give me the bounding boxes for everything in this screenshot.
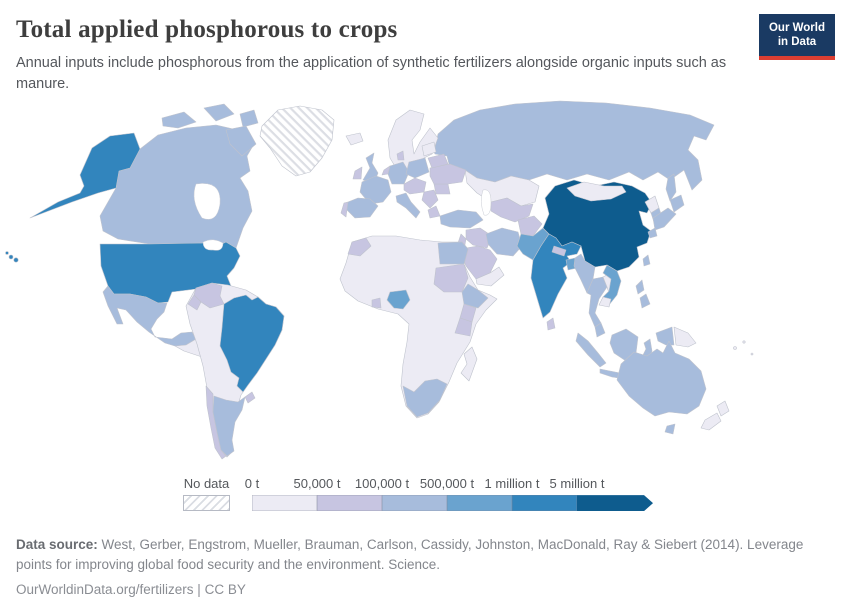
- legend-tick-label: 0 t: [244, 476, 260, 492]
- citation-line: OurWorldinData.org/fertilizers | CC BY: [16, 582, 246, 598]
- chart-subtitle: Annual inputs include phosphorous from t…: [16, 55, 727, 92]
- page-title: Total applied phosphorous to crops: [16, 16, 398, 43]
- country-usa-hawaii-3[interactable]: [13, 257, 19, 263]
- country-benelux[interactable]: [381, 165, 391, 176]
- owid-logo[interactable]: Our World in Data: [759, 14, 835, 60]
- legend-bin[interactable]: [577, 495, 653, 511]
- pacific-island-2[interactable]: [742, 340, 746, 344]
- country-usa-hawaii-2[interactable]: [8, 254, 14, 260]
- country-usa-hawaii-1[interactable]: [5, 251, 9, 255]
- legend-bin[interactable]: [382, 495, 447, 512]
- country-india[interactable]: [530, 233, 582, 319]
- country-indonesia-sumatra[interactable]: [575, 332, 607, 368]
- country-nigeria[interactable]: [386, 289, 411, 310]
- canada-arctic-island-2[interactable]: [203, 103, 235, 122]
- country-sri-lanka[interactable]: [546, 317, 556, 331]
- data-source-label: Data source:: [16, 537, 98, 553]
- legend-tick-label: 500,000 t: [419, 476, 475, 492]
- country-taiwan[interactable]: [642, 254, 651, 267]
- great-lakes: [202, 239, 224, 251]
- country-ukraine[interactable]: [429, 163, 467, 185]
- legend-scale: 0 t 50,000 t 100,000 t 500,000 t 1 million t…: [245, 476, 672, 512]
- country-indonesia-papua[interactable]: [655, 326, 675, 346]
- legend-tick-label: 5 million t: [549, 476, 605, 492]
- country-chile[interactable]: [205, 385, 227, 460]
- country-afghanistan[interactable]: [517, 215, 543, 237]
- country-ecuador[interactable]: [187, 294, 202, 311]
- country-iran[interactable]: [485, 227, 523, 257]
- country-nepal[interactable]: [551, 245, 567, 257]
- country-japan-hokkaido[interactable]: [669, 194, 685, 213]
- pacific-island-1[interactable]: [733, 346, 737, 350]
- map-legend: No data 0 t 50,000 t 100,000 t 500,000 t 1 m…: [183, 476, 850, 518]
- country-papua-new-guinea[interactable]: [673, 326, 697, 348]
- country-iceland[interactable]: [345, 132, 364, 146]
- country-france[interactable]: [359, 175, 392, 205]
- legend-bin[interactable]: [512, 495, 577, 512]
- country-turkey[interactable]: [439, 209, 484, 229]
- country-cambodia[interactable]: [598, 296, 612, 308]
- country-belarus[interactable]: [427, 153, 449, 169]
- country-australia-tasmania[interactable]: [664, 423, 676, 435]
- legend-bar: [252, 495, 672, 512]
- country-poland[interactable]: [405, 157, 430, 179]
- country-egypt[interactable]: [437, 241, 469, 265]
- hudson-bay: [193, 183, 221, 220]
- legend-tick-label: 1 million t: [484, 476, 540, 492]
- country-ghana[interactable]: [371, 297, 382, 309]
- country-argentina[interactable]: [212, 395, 246, 457]
- owid-logo-line2: in Data: [777, 36, 817, 49]
- pacific-island-3[interactable]: [750, 352, 754, 356]
- legend-tick-label: 100,000 t: [354, 476, 410, 492]
- country-south-africa[interactable]: [402, 378, 448, 418]
- canada-arctic-island-1[interactable]: [161, 111, 197, 129]
- chart-header: Total applied phosphorous to crops Annua…: [0, 0, 850, 94]
- country-madagascar[interactable]: [460, 346, 478, 382]
- legend-bin[interactable]: [252, 495, 317, 512]
- country-brazil[interactable]: [219, 294, 285, 393]
- canada-baffin-island[interactable]: [225, 125, 257, 157]
- canada-arctic-island-3[interactable]: [239, 109, 259, 128]
- country-philippines-luzon[interactable]: [635, 279, 645, 295]
- legend-no-data-label: No data: [183, 476, 230, 492]
- country-tanzania[interactable]: [454, 317, 473, 337]
- country-russia-sakhalin[interactable]: [665, 173, 677, 202]
- country-central-asia[interactable]: [490, 197, 534, 223]
- country-yemen-oman[interactable]: [475, 266, 505, 287]
- country-malaysia[interactable]: [594, 322, 606, 338]
- country-baltics[interactable]: [421, 141, 437, 157]
- country-mongolia[interactable]: [566, 181, 627, 202]
- country-uruguay[interactable]: [244, 391, 256, 404]
- country-new-zealand-south[interactable]: [700, 412, 722, 431]
- country-italy[interactable]: [395, 192, 421, 219]
- data-source-line: Data source: West, Gerber, Engstrom, Mue…: [16, 535, 834, 574]
- country-philippines-mindanao[interactable]: [639, 293, 651, 309]
- country-denmark[interactable]: [396, 150, 405, 161]
- country-australia[interactable]: [616, 340, 707, 417]
- country-usa-alaska[interactable]: [29, 132, 141, 219]
- country-central-europe[interactable]: [403, 177, 427, 195]
- legend-bin[interactable]: [447, 495, 512, 512]
- legend-tick-label: 50,000 t: [293, 476, 341, 492]
- data-source-text: West, Gerber, Engstrom, Mueller, Brauman…: [16, 537, 804, 572]
- legend-bin[interactable]: [317, 495, 382, 512]
- country-ireland[interactable]: [352, 166, 363, 180]
- caspian-sea: [481, 189, 492, 216]
- legend-no-data: No data: [183, 476, 230, 512]
- country-balkans[interactable]: [421, 189, 439, 209]
- owid-logo-line1: Our World: [768, 22, 825, 34]
- country-romania[interactable]: [433, 183, 451, 195]
- legend-labels: 0 t 50,000 t 100,000 t 500,000 t 1 million t…: [245, 476, 672, 495]
- world-map: [0, 96, 850, 471]
- country-new-zealand-north[interactable]: [716, 400, 730, 417]
- chart-footer: Data source: West, Gerber, Engstrom, Mue…: [0, 535, 850, 600]
- country-spain[interactable]: [345, 197, 379, 219]
- country-japan-kyushu[interactable]: [647, 227, 658, 239]
- country-morocco[interactable]: [347, 237, 372, 257]
- country-sudan[interactable]: [433, 263, 469, 293]
- country-greenland[interactable]: [259, 105, 335, 177]
- country-portugal[interactable]: [340, 201, 349, 218]
- legend-no-data-swatch[interactable]: [183, 495, 230, 512]
